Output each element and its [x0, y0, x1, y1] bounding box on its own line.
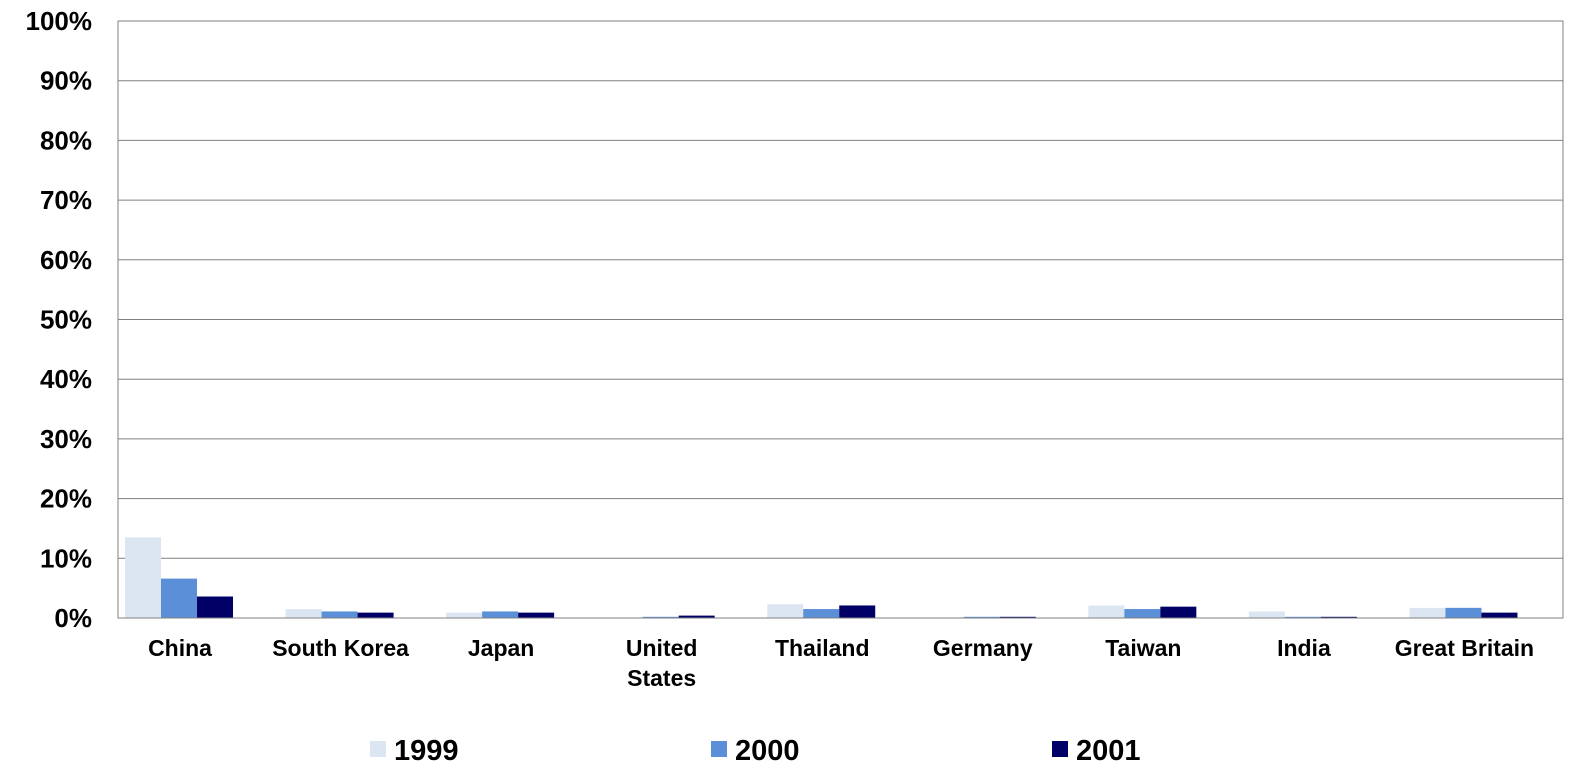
- legend-swatch: [1052, 741, 1068, 757]
- x-tick-label: Japan: [468, 635, 534, 661]
- legend: 1999 2000 2001: [370, 735, 1141, 767]
- y-tick-label: 10%: [40, 543, 92, 573]
- legend-label: 2001: [1076, 735, 1141, 767]
- bar-2001: [839, 605, 876, 618]
- y-tick-label: 50%: [40, 305, 92, 335]
- legend-label: 1999: [394, 735, 459, 767]
- bar-1999: [125, 537, 162, 618]
- bar-2000: [642, 616, 679, 618]
- x-tick-label: Taiwan: [1105, 635, 1181, 661]
- legend-label: 2000: [735, 735, 800, 767]
- y-tick-label: 90%: [40, 66, 92, 96]
- x-tick-label: Thailand: [775, 635, 870, 661]
- bar-2001: [1481, 612, 1518, 618]
- bar-1999: [1409, 607, 1446, 618]
- x-tick-label: Great Britain: [1395, 635, 1534, 661]
- bar-2000: [1445, 607, 1482, 618]
- bar-2000: [161, 578, 198, 618]
- legend-swatch: [711, 741, 727, 757]
- bar-2000: [803, 609, 840, 618]
- bar-2001: [678, 615, 715, 618]
- y-axis-ticks: 0% 10% 20% 30% 40% 50% 60% 70% 80% 90% 100%: [26, 6, 93, 633]
- bar-2000: [482, 611, 519, 618]
- bar-2001: [357, 612, 394, 618]
- x-tick-label: United States: [626, 635, 698, 691]
- y-tick-label: 70%: [40, 185, 92, 215]
- x-tick-label: Germany: [933, 635, 1033, 661]
- bar-1999: [767, 604, 804, 618]
- bar-1999: [1248, 611, 1285, 618]
- y-tick-label: 40%: [40, 364, 92, 394]
- bar-2000: [1124, 609, 1161, 618]
- y-tick-label: 80%: [40, 125, 92, 155]
- bar-2001: [518, 612, 555, 618]
- bar-1999: [1088, 605, 1125, 618]
- bars: [125, 537, 1518, 618]
- bar-1999: [446, 612, 483, 618]
- legend-swatch: [370, 741, 386, 757]
- bar-1999: [285, 609, 322, 618]
- x-tick-label: China: [148, 635, 212, 661]
- bar-2001: [197, 596, 234, 618]
- gridlines: [118, 80, 1563, 559]
- bar-2000: [963, 616, 1000, 618]
- y-tick-label: 60%: [40, 245, 92, 275]
- bar-2000: [321, 611, 358, 618]
- x-axis-labels: China South Korea Japan United States Thailan…: [148, 635, 1534, 691]
- y-tick-label: 0%: [54, 603, 92, 633]
- x-tick-label: South Korea: [272, 635, 409, 661]
- y-tick-label: 20%: [40, 484, 92, 514]
- bar-2001: [999, 616, 1036, 618]
- y-tick-label: 100%: [26, 6, 93, 36]
- bar-2001: [1160, 606, 1197, 618]
- y-tick-label: 30%: [40, 424, 92, 454]
- bar-2001: [1320, 616, 1357, 618]
- bar-2000: [1284, 616, 1321, 618]
- x-tick-label: India: [1277, 635, 1331, 661]
